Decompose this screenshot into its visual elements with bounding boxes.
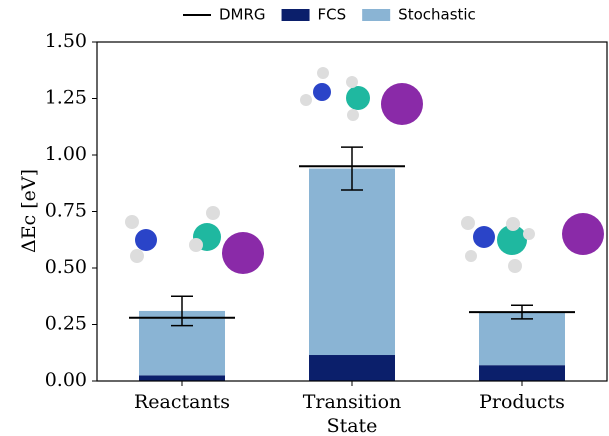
legend-label: DMRG	[219, 6, 266, 24]
y-tick-label: 1.00	[45, 143, 87, 165]
bar-segment	[309, 168, 395, 356]
y-tick-label: 1.25	[45, 87, 87, 109]
y-tick-label: 1.50	[45, 30, 87, 52]
legend-swatch	[362, 9, 391, 21]
bar-segment	[479, 365, 565, 381]
molecules	[125, 67, 604, 274]
plot-frame	[96, 41, 608, 382]
legend-label: FCS	[318, 6, 347, 24]
y-axis-label: ΔEc [eV]	[18, 169, 40, 253]
y-tick-label: 0.00	[45, 369, 87, 391]
bar-segment	[479, 312, 565, 366]
bar-segment	[139, 375, 225, 381]
x-tick-label: Transition State	[303, 391, 402, 436]
x-tick-label: Reactants	[134, 391, 230, 413]
legend-swatch	[281, 9, 310, 21]
y-tick-label: 0.25	[45, 313, 87, 335]
x-tick-label: Products	[479, 391, 565, 413]
y-tick-label: 0.50	[45, 256, 87, 278]
y-tick-label: 0.75	[45, 200, 87, 222]
legend-label: Stochastic	[398, 6, 476, 24]
bar-segment	[309, 355, 395, 381]
